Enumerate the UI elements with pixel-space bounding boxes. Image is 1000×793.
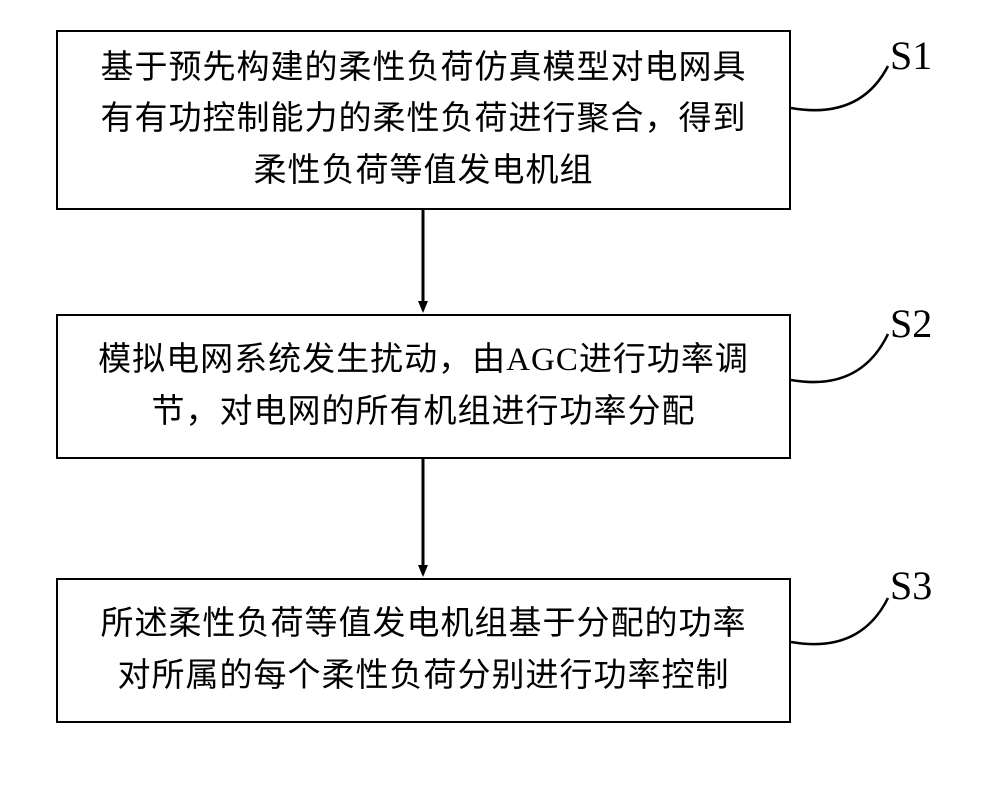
leader-s1 [791, 66, 888, 110]
step-label-s2: S2 [890, 300, 932, 347]
step-label-s3: S3 [890, 562, 932, 609]
flow-node-s3-text: 所述柔性负荷等值发电机组基于分配的功率对所属的每个柔性负荷分别进行功率控制 [101, 599, 747, 701]
flow-node-s1-text: 基于预先构建的柔性负荷仿真模型对电网具有有功控制能力的柔性负荷进行聚合，得到柔性… [101, 43, 747, 196]
leader-s3 [791, 598, 888, 644]
flow-node-s2-text: 模拟电网系统发生扰动，由AGC进行功率调节，对电网的所有机组进行功率分配 [98, 335, 749, 437]
flow-node-s3: 所述柔性负荷等值发电机组基于分配的功率对所属的每个柔性负荷分别进行功率控制 [56, 578, 791, 723]
flow-node-s2: 模拟电网系统发生扰动，由AGC进行功率调节，对电网的所有机组进行功率分配 [56, 314, 791, 459]
flowchart-canvas: 基于预先构建的柔性负荷仿真模型对电网具有有功控制能力的柔性负荷进行聚合，得到柔性… [0, 0, 1000, 793]
flow-node-s1: 基于预先构建的柔性负荷仿真模型对电网具有有功控制能力的柔性负荷进行聚合，得到柔性… [56, 30, 791, 210]
leader-s2 [791, 334, 888, 382]
step-label-s1: S1 [890, 32, 932, 79]
